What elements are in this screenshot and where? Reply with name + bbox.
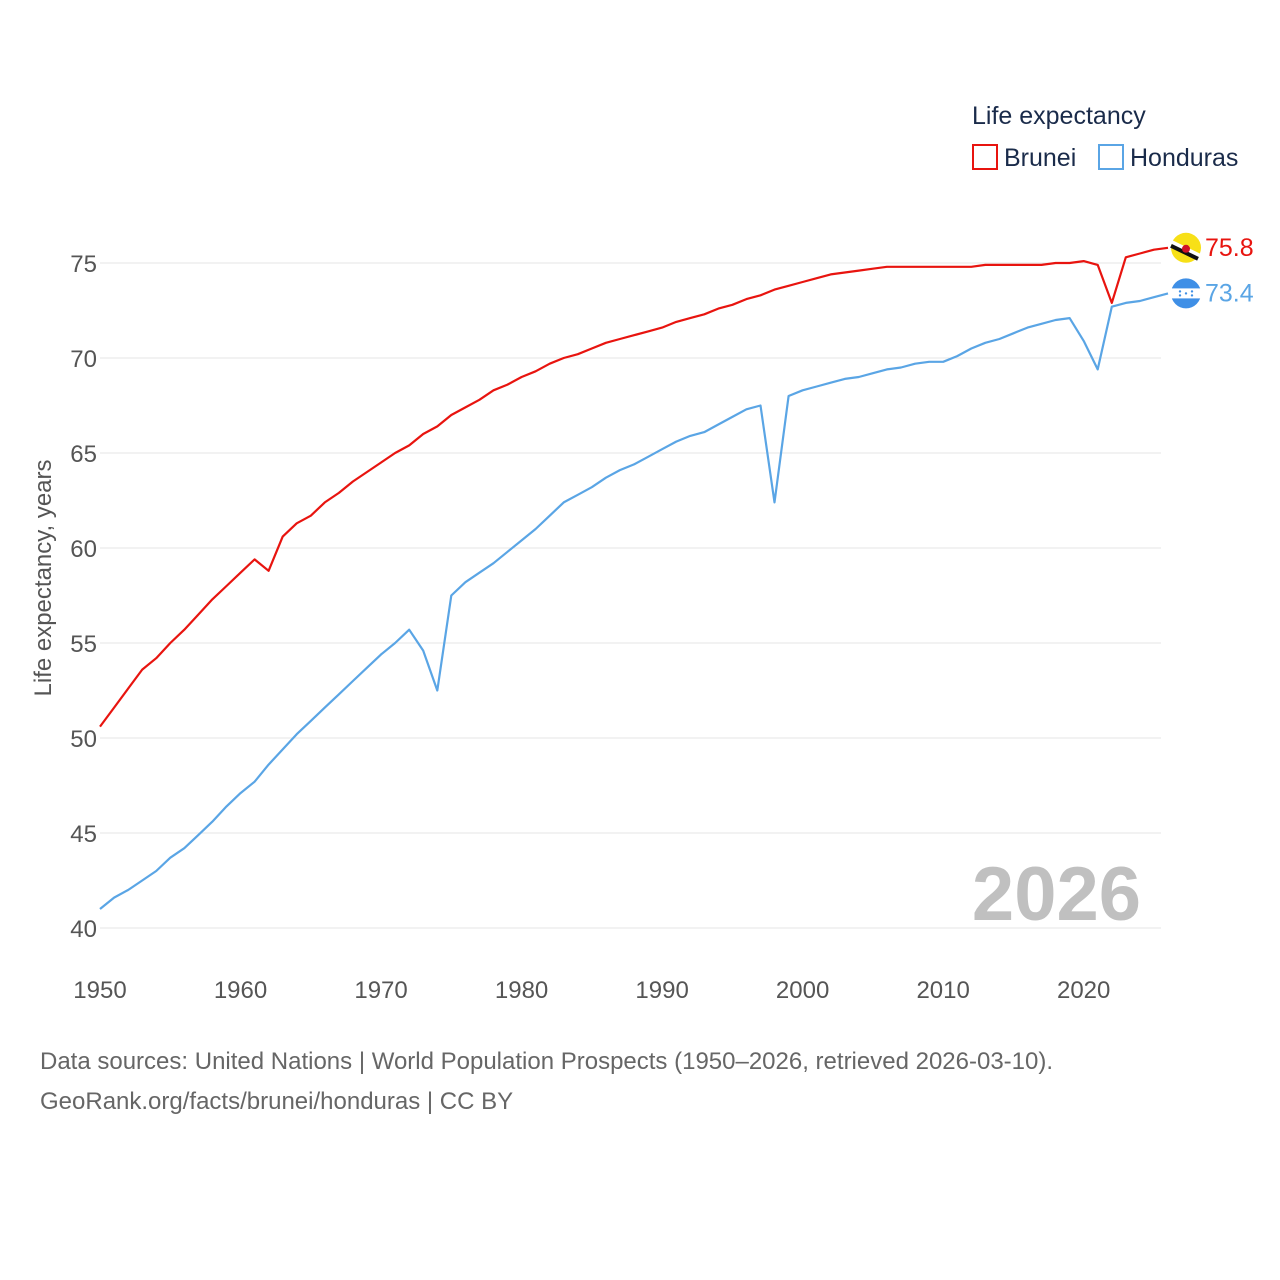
current-year-label: 2026 <box>972 852 1141 937</box>
y-axis-title: Life expectancy, years <box>30 459 57 696</box>
x-tick-label-1950: 1950 <box>73 977 126 1004</box>
credit-line: GeoRank.org/facts/brunei/honduras | CC B… <box>40 1088 514 1115</box>
honduras-flag-star-1 <box>1190 290 1194 293</box>
y-axis-ticks: 40 45 50 55 60 65 70 75 <box>70 251 97 943</box>
honduras-flag-star-0 <box>1178 290 1182 293</box>
x-tick-label-1980: 1980 <box>495 977 548 1004</box>
y-tick-label-60: 60 <box>70 536 97 563</box>
honduras-flag-icon <box>1171 278 1201 309</box>
y-tick-label-65: 65 <box>70 441 97 468</box>
legend-swatch-honduras <box>1098 144 1124 170</box>
honduras-flag-star-3 <box>1178 294 1182 297</box>
x-tick-label-2020: 2020 <box>1057 977 1110 1004</box>
x-tick-label-2000: 2000 <box>776 977 829 1004</box>
end-label-honduras: 73.4 <box>1205 279 1254 307</box>
y-tick-label-70: 70 <box>70 346 97 373</box>
y-tick-label-50: 50 <box>70 726 97 753</box>
x-axis-ticks: 1950 1960 1970 1980 1990 2000 2010 2020 <box>73 977 1110 1004</box>
series-line-brunei <box>99 246 1169 728</box>
legend-label-honduras: Honduras <box>1130 144 1238 172</box>
series-line-honduras <box>99 292 1169 910</box>
honduras-flag-star-2 <box>1184 292 1188 295</box>
x-tick-label-2010: 2010 <box>916 977 969 1004</box>
y-tick-label-40: 40 <box>70 916 97 943</box>
brunei-flag-emblem <box>1182 244 1190 253</box>
x-tick-label-1970: 1970 <box>354 977 407 1004</box>
gridlines <box>100 262 1161 929</box>
legend: Life expectancy Brunei Honduras <box>972 102 1238 172</box>
source-line: Data sources: United Nations | World Pop… <box>40 1048 1054 1075</box>
legend-title: Life expectancy <box>972 102 1146 130</box>
series-lines <box>99 246 1169 910</box>
footer-source: Data sources: United Nations | World Pop… <box>40 1042 1053 1122</box>
end-label-brunei: 75.8 <box>1205 234 1254 262</box>
x-tick-label-1990: 1990 <box>635 977 688 1004</box>
series-end-markers: 75.8 73.4 <box>1170 232 1254 309</box>
brunei-flag-icon <box>1170 232 1201 263</box>
legend-label-brunei: Brunei <box>1004 144 1076 172</box>
y-tick-label-75: 75 <box>70 251 97 278</box>
legend-swatch-brunei <box>972 144 998 170</box>
y-tick-label-55: 55 <box>70 631 97 658</box>
x-tick-label-1960: 1960 <box>214 977 267 1004</box>
honduras-flag-star-4 <box>1190 294 1194 297</box>
y-tick-label-45: 45 <box>70 821 97 848</box>
